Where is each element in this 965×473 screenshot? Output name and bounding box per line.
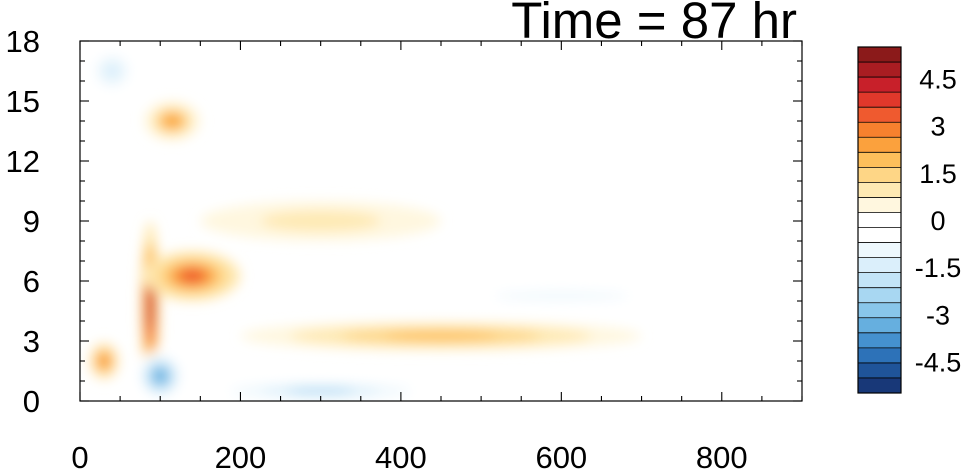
colorbar-swatch bbox=[858, 152, 901, 168]
y-tick-label: 6 bbox=[23, 264, 40, 299]
y-tick-label: 9 bbox=[23, 204, 40, 239]
colorbar-swatch bbox=[858, 92, 901, 108]
colorbar-swatch bbox=[858, 242, 901, 258]
y-tick-label: 15 bbox=[6, 84, 40, 119]
negative-anomaly-region bbox=[153, 369, 167, 383]
x-tick-label: 800 bbox=[696, 440, 748, 473]
positive-anomaly-region bbox=[164, 115, 181, 127]
colorbar-tick-label: 4.5 bbox=[919, 64, 957, 94]
colorbar-swatch bbox=[858, 272, 901, 288]
x-tick-label: 200 bbox=[215, 440, 267, 473]
chart-title: Time = 87 hr bbox=[511, 0, 797, 49]
colorbar-swatch bbox=[858, 197, 901, 213]
y-tick-label: 12 bbox=[6, 144, 40, 179]
positive-anomaly-region bbox=[178, 269, 206, 283]
colorbar-tick-label: 3 bbox=[930, 112, 945, 142]
colorbar-swatch bbox=[858, 362, 901, 379]
colorbar-swatch bbox=[858, 167, 901, 183]
colorbar-swatch bbox=[858, 107, 901, 123]
colorbar-tick-label: 0 bbox=[930, 206, 945, 236]
colorbar bbox=[857, 46, 902, 394]
positive-anomaly-region bbox=[147, 282, 154, 330]
colorbar-tick-label: -3 bbox=[926, 300, 950, 330]
negative-anomaly-region bbox=[103, 62, 122, 80]
colorbar-tick-label: -4.5 bbox=[915, 348, 962, 378]
colorbar-swatch bbox=[858, 317, 901, 334]
positive-anomaly-region bbox=[384, 331, 498, 341]
x-tick-label: 400 bbox=[375, 440, 427, 473]
y-tick-label: 0 bbox=[23, 384, 40, 419]
colorbar-swatch bbox=[858, 302, 901, 319]
y-tick-label: 18 bbox=[6, 24, 40, 59]
colorbar-swatch bbox=[858, 347, 901, 364]
colorbar-swatch bbox=[858, 122, 901, 138]
colorbar-swatch bbox=[858, 77, 901, 93]
negative-anomaly-region bbox=[493, 291, 629, 301]
colorbar-tick-labels: 4.5 3 1.5 0 -1.5 -3 -4.5 bbox=[915, 64, 962, 377]
y-axis: 0 3 6 9 12 15 18 bbox=[6, 24, 802, 419]
colorbar-swatch bbox=[858, 47, 901, 63]
colorbar-swatch bbox=[858, 377, 901, 394]
colorbar-frame bbox=[857, 46, 902, 394]
colorbar-tick-label: 1.5 bbox=[919, 159, 957, 189]
colorbar-swatch bbox=[858, 62, 901, 78]
colorbar-swatch bbox=[858, 212, 901, 228]
colorbar-swatch bbox=[858, 257, 901, 273]
colorbar-swatch bbox=[858, 227, 901, 243]
colorbar-swatch bbox=[858, 182, 901, 198]
colorbar-swatch bbox=[858, 137, 901, 153]
heatmap-field bbox=[80, 41, 802, 401]
x-tick-label: 0 bbox=[71, 440, 88, 473]
colorbar-tick-label: -1.5 bbox=[915, 253, 962, 283]
positive-anomaly-region bbox=[286, 215, 355, 227]
x-axis: 0 200 400 600 800 bbox=[71, 41, 803, 473]
colorbar-swatch bbox=[858, 332, 901, 349]
y-tick-label: 3 bbox=[23, 324, 40, 359]
positive-anomaly-region bbox=[99, 355, 109, 367]
negative-anomaly-region bbox=[286, 388, 355, 394]
x-tick-label: 600 bbox=[535, 440, 587, 473]
colorbar-swatch bbox=[858, 287, 901, 304]
